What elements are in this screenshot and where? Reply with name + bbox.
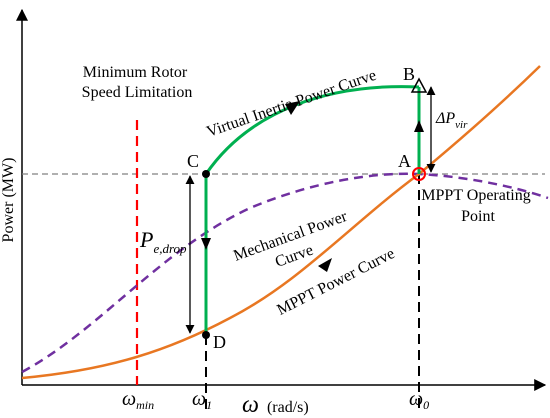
pe-drop-symbol: P [139,227,153,252]
point-c-marker [202,170,210,178]
delta-p-vir-label: ΔPvir [435,110,468,131]
omega-1-subscript: 1 [206,398,212,412]
point-d-label: D [213,332,226,352]
omega-1-symbol: ω [192,388,206,410]
omega-1-label: ω1 [192,388,212,412]
point-c-label: C [187,151,199,171]
min-rotor-speed-label-line1: Minimum Rotor [83,64,188,81]
pe-drop-label: Pe,drop [139,227,187,256]
virtual-inertia-curve-label: Virtual Inertia Power Curve [205,67,379,141]
y-axis-label: Power (MW) [0,158,17,243]
min-rotor-speed-label: Minimum Rotor Speed Limitation [82,64,193,101]
mppt-operating-label-line1: MPPT Operating [421,187,530,204]
x-axis-unit: (rad/s) [267,399,309,416]
point-b-label: B [403,64,415,84]
mppt-operating-point-label: MPPT Operating Point [421,187,534,225]
operating-point-marker [412,167,426,181]
omega-min-subscript: min [136,398,154,412]
mppt-operating-label-line2: Point [461,208,495,225]
segment-c-to-d-arrow [201,238,211,250]
omega-0-label: ω0 [409,388,429,412]
point-a-label: A [398,151,411,171]
pe-drop-subscript: e,drop [153,241,187,256]
point-b-marker [410,77,428,93]
delta-p-vir-symbol: ΔP [435,110,455,127]
min-rotor-speed-label-line2: Speed Limitation [82,84,193,101]
omega-min-label: ωmin [122,388,154,412]
omega-0-symbol: ω [409,388,423,410]
x-axis-symbol: ω [242,392,259,418]
omega-0-subscript: 0 [423,398,429,412]
segment-a-to-b-arrow [414,120,424,132]
mppt-curve-direction-arrow [318,258,332,272]
virtual-inertia-direction-arrow [285,101,300,115]
omega-min-symbol: ω [122,388,136,410]
delta-p-vir-subscript: vir [455,119,468,131]
point-d-marker [202,331,210,339]
mppt-power-curve [21,65,541,380]
x-axis-label: ω (rad/s) [242,392,309,418]
